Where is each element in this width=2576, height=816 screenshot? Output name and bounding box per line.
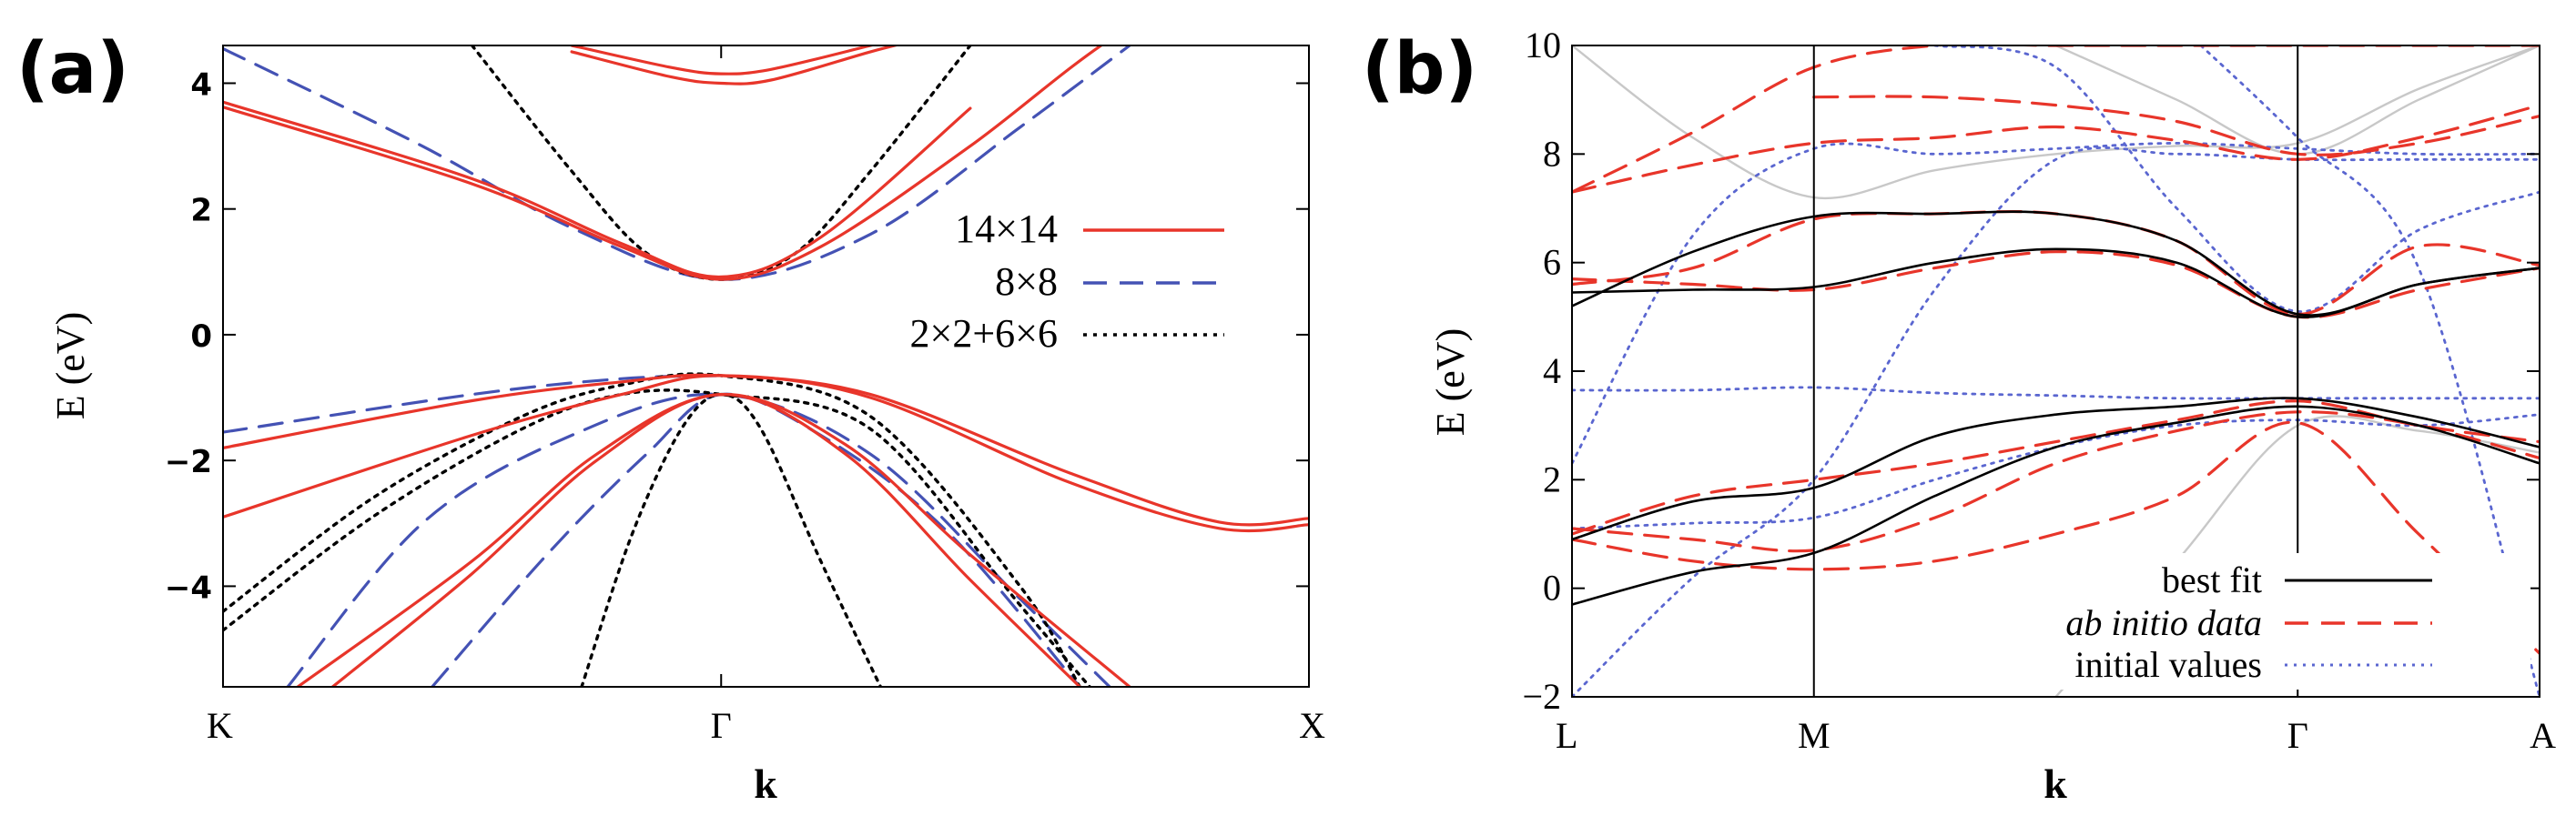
- panel-a-series-14-line: [223, 388, 1091, 687]
- panel-b-legend: best fit ab initio data initial values: [2012, 553, 2530, 690]
- panel-a-series-7-line: [296, 392, 1131, 687]
- legend-a-8x8: 8×8: [995, 259, 1058, 304]
- panel-a-xtick-label-0: K: [207, 705, 233, 746]
- panel-label-b: (b): [1362, 28, 1477, 110]
- panel-a-ytick-label-1: 2: [190, 193, 212, 229]
- panel-b-xtick-label-0: L: [1556, 715, 1577, 756]
- panel-a-series-10-line: [286, 392, 1111, 687]
- panel-b-ytick-label-0: 10: [1525, 25, 1561, 65]
- panel-b-ytick-label-3: 4: [1543, 350, 1561, 391]
- panel-b-xlabel: k: [2044, 761, 2067, 807]
- panel-b-ytick-label-2: 6: [1543, 242, 1561, 283]
- panel-b-series-2-line: [1572, 397, 2540, 541]
- panel-a-series-5-line: [223, 374, 1309, 533]
- panel-a-xtick-label-1: Γ: [711, 705, 732, 746]
- panel-a-series-12-line: [470, 45, 972, 281]
- panel-b-series-4-line: [1572, 45, 2540, 194]
- legend-b-initial-values: initial values: [2074, 644, 2262, 685]
- panel-a-ytick-label-4: −4: [165, 569, 212, 606]
- panel-a-series-1-line: [223, 100, 972, 279]
- panel-a-chart: 4 2 0 −2 −4 K Γ X E (eV) k 14×14 8×8 2×2+6×6: [48, 45, 1325, 807]
- panel-a-xlabel: k: [754, 761, 777, 807]
- panel-b-ylabel: E (eV): [1428, 328, 1473, 437]
- panel-b-series-0-line: [1572, 210, 2540, 317]
- legend-b-best-fit: best fit: [2162, 559, 2262, 600]
- panel-b-xtick-label-1: M: [1798, 715, 1831, 756]
- panel-b-series-10-line: [1572, 410, 2540, 553]
- panel-a-legend: 14×14 8×8 2×2+6×6: [910, 207, 1224, 356]
- panel-b-ytick-label-5: 0: [1543, 568, 1561, 609]
- panel-b-ytick-label-4: 2: [1543, 458, 1561, 499]
- panel-b-xtick-label-2: Γ: [2287, 715, 2308, 756]
- panel-a-series-3-line: [570, 45, 877, 76]
- panel-a-curves: [223, 45, 1309, 687]
- legend-b-ab-initio: ab initio data: [2065, 602, 2262, 643]
- panel-b-series-7-line: [1572, 209, 2540, 317]
- panel-a-xtick-label-2: X: [1299, 705, 1325, 746]
- panel-b-series-13-line: [1572, 413, 2540, 530]
- panel-b-xtick-label-3: A: [2530, 715, 2556, 756]
- panel-a-series-0-line: [223, 45, 1104, 281]
- panel-b-series-3-line: [1572, 405, 2540, 606]
- panel-b-series-5-line: [1572, 104, 2540, 194]
- panel-a-ytick-label-3: −2: [165, 444, 212, 480]
- panel-b-series-16-line: [1933, 45, 2540, 313]
- panel-a-ytick-label-2: 0: [190, 318, 212, 355]
- panel-a-series-2-line: [570, 45, 901, 86]
- legend-a-2x2-6x6: 2×2+6×6: [910, 311, 1058, 356]
- panel-b-curves: [1572, 45, 2540, 697]
- panel-a-ytick-label-0: 4: [190, 66, 212, 103]
- panel-b-series-1-line: [1572, 247, 2540, 318]
- panel-b-ytick-label-6: −2: [1522, 676, 1561, 717]
- panel-a-frame: [222, 45, 1310, 688]
- panel-a-ylabel: E (eV): [48, 312, 93, 420]
- panel-b-series-12-line: [1572, 386, 2540, 400]
- panel-b-chart: 10 8 6 4 2 0 −2L M Γ A E (eV) k best fit ab initi…: [1428, 25, 2556, 807]
- legend-a-14x14: 14×14: [955, 207, 1058, 251]
- panel-b-ytick-label-1: 8: [1543, 133, 1561, 174]
- panel-a-ticks: 4 2 0 −2 −4 K Γ X: [165, 45, 1325, 746]
- panel-b-series-8-line: [1572, 250, 2540, 319]
- panel-b-series-15-line: [1572, 146, 2540, 697]
- panel-b-series-18-line: [1572, 45, 2540, 200]
- panel-label-a: (a): [16, 28, 129, 110]
- panel-b-series-6-line: [1812, 95, 2540, 156]
- legend-b-background: [2012, 553, 2530, 690]
